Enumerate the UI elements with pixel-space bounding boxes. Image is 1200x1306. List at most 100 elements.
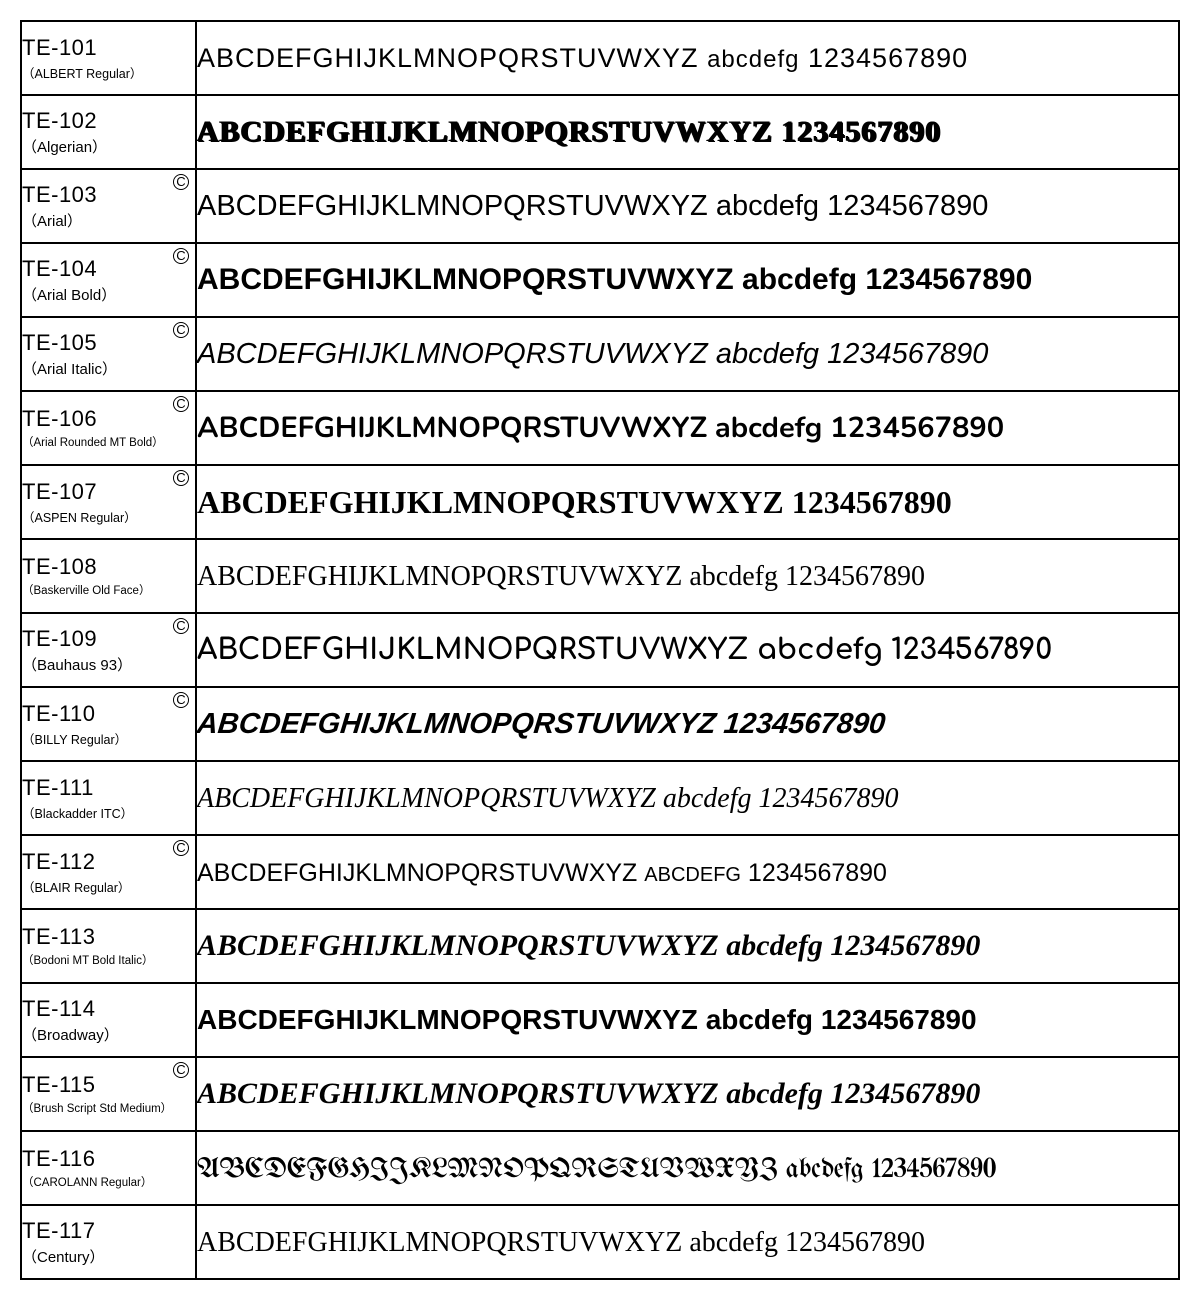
font-name: （BLAIR Regular）	[22, 877, 195, 896]
sample-lowercase: abcdefg	[715, 409, 822, 448]
table-row: TE-101 （ALBERT Regular）ABCDEFGHIJKLMNOPQR…	[21, 21, 1179, 95]
table-row: TE-109（Bauhaus 93）CABCDEFGHIJKLMNOPQRSTU…	[21, 613, 1179, 687]
font-code: TE-102	[22, 108, 195, 134]
copyright-badge-icon: C	[173, 470, 189, 486]
font-code: TE-110	[22, 701, 195, 727]
sample-numbers: 1234567890	[759, 783, 899, 814]
copyright-badge-icon: C	[173, 840, 189, 856]
sample-numbers: 1234567890	[748, 859, 887, 887]
font-sample-table: TE-101（ALBERT Regular）ABCDEFGHIJKLMNOPQR…	[20, 20, 1180, 1280]
font-sample-cell: ABCDEFGHIJKLMNOPQRSTUVWXYZ abcdefg 12345…	[196, 539, 1179, 613]
font-code: TE-107	[22, 479, 195, 505]
sample-uppercase: ABCDEFGHIJKLMNOPQRSTUVWXYZ	[196, 708, 718, 740]
sample-lowercase: abcdefg	[707, 46, 799, 73]
font-code: TE-101	[22, 35, 195, 61]
font-code: TE-106	[22, 406, 195, 432]
font-name: （Arial Rounded MT Bold）	[22, 434, 195, 450]
font-name: （Arial）	[22, 210, 195, 231]
sample-numbers: 1234567890	[808, 43, 968, 73]
font-sample-cell: ABCDEFGHIJKLMNOPQRSTUVWXYZ 1234567890	[196, 95, 1179, 169]
font-sample-cell: ABCDEFGHIJKLMNOPQRSTUVWXYZ 1234567890	[196, 465, 1179, 539]
font-sample-cell: ABCDEFGHIJKLMNOPQRSTUVWXYZ abcdefg 12345…	[196, 1057, 1179, 1131]
font-sample-cell: ABCDEFGHIJKLMNOPQRSTUVWXYZ abcdefg 12345…	[196, 613, 1179, 687]
font-name: （Baskerville Old Face）	[22, 582, 195, 598]
font-code: TE-112	[22, 849, 195, 875]
sample-uppercase: ABCDEFGHIJKLMNOPQRSTUVWXYZ	[197, 190, 708, 222]
font-label-cell: TE-105（Arial Italic）C	[21, 317, 196, 391]
sample-uppercase: ABCDEFGHIJKLMNOPQRSTUVWXYZ	[197, 484, 784, 520]
font-code: TE-108	[22, 554, 195, 580]
copyright-badge-icon: C	[173, 248, 189, 264]
sample-uppercase: ABCDEFGHIJKLMNOPQRSTUVWXYZ	[197, 115, 773, 148]
font-code: TE-116	[22, 1146, 195, 1172]
table-row: TE-115 （Brush Script Std Medium） C ABCDEFGH…	[21, 1057, 1179, 1131]
font-name: （Century）	[22, 1246, 195, 1267]
copyright-badge-icon: C	[173, 692, 189, 708]
font-name: （CAROLANN Regular）	[22, 1174, 195, 1190]
font-sample-cell: ABCDEFGHIJKLMNOPQRSTUVWXYZ abcdefg 12345…	[196, 1131, 1179, 1205]
font-sample-text: ABCDEFGHIJKLMNOPQRSTUVWXYZ abcdefg 12345…	[197, 43, 968, 73]
table-row: TE-104（Arial Bold）CABCDEFGHIJKLMNOPQRSTU…	[21, 243, 1179, 317]
font-name: （Bauhaus 93）	[22, 654, 195, 675]
sample-lowercase: abcdefg	[663, 783, 752, 814]
font-sample-cell: ABCDEFGHIJKLMNOPQRSTUVWXYZ abcdefg 12345…	[196, 317, 1179, 391]
font-name: （Bodoni MT Bold Italic）	[22, 952, 195, 968]
font-sample-text: ABCDEFGHIJKLMNOPQRSTUVWXYZ 1234567890	[196, 708, 887, 741]
font-name: （Arial Italic）	[22, 358, 195, 379]
font-sample-text: ABCDEFGHIJKLMNOPQRSTUVWXYZ abcdefg 12345…	[197, 561, 925, 592]
sample-numbers: 1234567890	[782, 115, 942, 148]
sample-uppercase: ABCDEFGHIJKLMNOPQRSTUVWXYZ	[197, 1077, 719, 1110]
sample-lowercase: abcdefg	[716, 338, 819, 370]
font-label-cell: TE-108 （Baskerville Old Face）	[21, 539, 196, 613]
sample-numbers: 1234567890	[827, 190, 988, 222]
sample-lowercase: abcdefg	[726, 929, 823, 962]
sample-numbers: 1234567890	[830, 409, 1004, 448]
font-name: （ASPEN Regular）	[22, 507, 195, 526]
table-row: TE-102（Algerian）ABCDEFGHIJKLMNOPQRSTUVWX…	[21, 95, 1179, 169]
font-sample-text: ABCDEFGHIJKLMNOPQRSTUVWXYZ abcdefg 12345…	[197, 263, 1032, 296]
font-label-cell: TE-104（Arial Bold）C	[21, 243, 196, 317]
sample-uppercase: ABCDEFGHIJKLMNOPQRSTUVWXYZ	[197, 633, 749, 666]
font-sample-cell: ABCDEFGHIJKLMNOPQRSTUVWXYZ abcdefg 12345…	[196, 243, 1179, 317]
font-sample-text: ABCDEFGHIJKLMNOPQRSTUVWXYZ abcdefg 12345…	[197, 929, 980, 962]
sample-lowercase: abcdefg	[726, 1077, 823, 1110]
font-label-cell: TE-116 （CAROLANN Regular）	[21, 1131, 196, 1205]
font-sample-text: ABCDEFGHIJKLMNOPQRSTUVWXYZ abcdefg 12345…	[197, 1156, 996, 1185]
font-label-cell: TE-107 （ASPEN Regular） C	[21, 465, 196, 539]
font-sample-text: ABCDEFGHIJKLMNOPQRSTUVWXYZ abcdefg 12345…	[197, 633, 1052, 666]
font-sample-cell: ABCDEFGHIJKLMNOPQRSTUVWXYZ abcdefg 12345…	[196, 169, 1179, 243]
font-label-cell: TE-117（Century）	[21, 1205, 196, 1279]
sample-uppercase: ABCDEFGHIJKLMNOPQRSTUVWXYZ	[197, 561, 682, 592]
font-sample-tbody: TE-101（ALBERT Regular）ABCDEFGHIJKLMNOPQR…	[21, 21, 1179, 1279]
font-code: TE-115	[22, 1072, 195, 1098]
table-row: TE-112 （BLAIR Regular） C ABCDEFGHIJKLMNOPQR…	[21, 835, 1179, 909]
table-row: TE-111（Blackadder ITC）ABCDEFGHIJKLMNOPQR…	[21, 761, 1179, 835]
font-code: TE-117	[22, 1218, 195, 1244]
font-sample-cell: ABCDEFGHIJKLMNOPQRSTUVWXYZ abcdefg 12345…	[196, 909, 1179, 983]
font-code: TE-105	[22, 330, 195, 356]
font-name: （ALBERT Regular）	[22, 63, 195, 82]
font-sample-cell: ABCDEFGHIJKLMNOPQRSTUVWXYZ abcdefg 12345…	[196, 761, 1179, 835]
sample-numbers: 1234567890	[891, 633, 1052, 666]
font-name: （Brush Script Std Medium）	[22, 1100, 195, 1116]
font-label-cell: TE-112 （BLAIR Regular） C	[21, 835, 196, 909]
table-row: TE-114（Broadway）ABCDEFGHIJKLMNOPQRSTUVWX…	[21, 983, 1179, 1057]
font-name: （Arial Bold）	[22, 284, 195, 305]
font-label-cell: TE-101 （ALBERT Regular）	[21, 21, 196, 95]
font-sample-text: ABCDEFGHIJKLMNOPQRSTUVWXYZ 1234567890	[197, 484, 952, 520]
copyright-badge-icon: C	[173, 1062, 189, 1078]
font-label-cell: TE-102（Algerian）	[21, 95, 196, 169]
font-label-cell: TE-109（Bauhaus 93）C	[21, 613, 196, 687]
sample-numbers: 1234567890	[865, 263, 1032, 296]
font-sample-text: ABCDEFGHIJKLMNOPQRSTUVWXYZ 1234567890	[197, 115, 942, 148]
font-sample-cell: ABCDEFGHIJKLMNOPQRSTUVWXYZ 1234567890	[196, 687, 1179, 761]
font-label-cell: TE-115 （Brush Script Std Medium） C	[21, 1057, 196, 1131]
sample-numbers: 1234567890	[830, 1077, 980, 1110]
sample-numbers: 1234567890	[792, 484, 952, 520]
sample-lowercase: abcdefg	[786, 1156, 864, 1185]
font-code: TE-114	[22, 996, 195, 1022]
sample-uppercase: ABCDEFGHIJKLMNOPQRSTUVWXYZ	[197, 1227, 682, 1258]
sample-uppercase: ABCDEFGHIJKLMNOPQRSTUVWXYZ	[197, 929, 719, 962]
font-sample-cell: ABCDEFGHIJKLMNOPQRSTUVWXYZ abcdefg 12345…	[196, 21, 1179, 95]
font-sample-cell: ABCDEFGHIJKLMNOPQRSTUVWXYZ ABCDEFG 12345…	[196, 835, 1179, 909]
